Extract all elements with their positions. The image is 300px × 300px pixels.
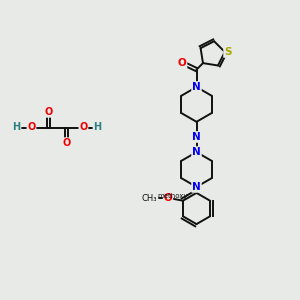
Text: N: N [192, 147, 201, 157]
Text: O: O [164, 193, 172, 203]
Text: N: N [192, 82, 201, 92]
Text: methoxy: methoxy [158, 193, 188, 199]
Text: S: S [224, 47, 232, 57]
Text: H: H [12, 122, 21, 133]
Text: O: O [44, 107, 53, 117]
Text: H: H [93, 122, 102, 133]
Text: CH₃: CH₃ [142, 194, 158, 203]
Text: O: O [178, 58, 187, 68]
Text: N: N [192, 132, 201, 142]
Text: O: O [27, 122, 36, 133]
Text: N: N [192, 182, 201, 192]
Text: O: O [79, 122, 88, 133]
Text: O: O [62, 138, 71, 148]
